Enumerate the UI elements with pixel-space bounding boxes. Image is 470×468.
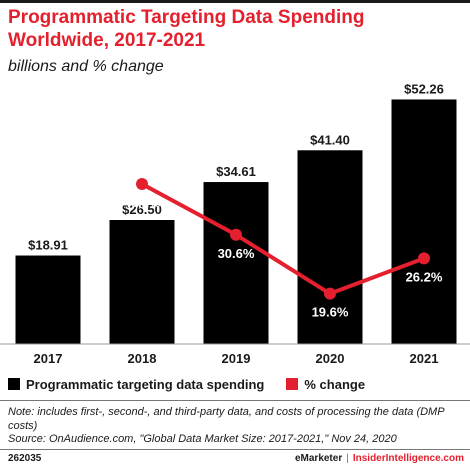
- legend-swatch-change: [286, 378, 299, 390]
- x-tick-2017: 2017: [34, 351, 63, 366]
- footer-divider: [0, 449, 470, 450]
- note-text: Note: includes first-, second-, and thir…: [8, 406, 445, 432]
- bar-value-label-2018: $26.50: [122, 202, 162, 217]
- brand-emarketer: eMarketer: [294, 453, 343, 464]
- change-point-2020: [324, 287, 336, 300]
- change-label-2018: 40.1%: [124, 195, 161, 210]
- legend: Programmatic targeting data spending % c…: [8, 375, 387, 393]
- x-tick-2018: 2018: [128, 351, 157, 366]
- bar-value-label-2017: $18.91: [28, 238, 68, 253]
- bar-2019: [203, 182, 269, 344]
- bar-2021: [391, 99, 457, 344]
- change-line: [141, 182, 425, 296]
- x-tick-2021: 2021: [410, 351, 439, 366]
- chart-title: Programmatic Targeting Data Spending Wor…: [8, 7, 365, 51]
- bar-label-group: $18.91 $26.50 $34.61 $41.40 $52.26: [28, 81, 444, 252]
- top-rule: [0, 0, 470, 3]
- change-point-2018: [136, 177, 148, 190]
- change-label-2019: 30.6%: [218, 246, 255, 261]
- change-point-2021: [418, 252, 430, 265]
- change-point-2019: [230, 228, 242, 241]
- legend-label-change: % change: [304, 376, 366, 392]
- change-label-2020: 19.6%: [312, 305, 349, 320]
- x-tick-2020: 2020: [316, 351, 345, 366]
- bar-value-label-2019: $34.61: [216, 164, 256, 179]
- source-text: Source: OnAudience.com, "Global Data Mar…: [8, 433, 397, 445]
- bar-2018: [109, 220, 175, 344]
- chart-subtitle: billions and % change: [8, 58, 164, 75]
- bar-2017: [15, 255, 81, 344]
- chart-area: $18.91$26.50$34.61$41.40$52.26 2017 2018 2…: [0, 81, 470, 366]
- brand-insider-intelligence: InsiderIntelligence.com: [352, 453, 464, 464]
- legend-swatch-spending: [8, 378, 20, 390]
- brand-separator: |: [346, 453, 349, 464]
- bar-value-label-2021: $52.26: [404, 81, 444, 96]
- bar-value-label-2020: $41.40: [310, 132, 350, 147]
- legend-item-spending: Programmatic targeting data spending: [8, 377, 264, 392]
- legend-label-spending: Programmatic targeting data spending: [26, 376, 265, 392]
- bar-2020: [297, 150, 363, 344]
- x-tick-group: 2017 2018 2019 2020 2021: [34, 351, 439, 366]
- x-tick-2019: 2019: [222, 351, 251, 366]
- note-divider: [0, 400, 470, 401]
- brand: eMarketer | InsiderIntelligence.com: [295, 453, 464, 464]
- bar-group: [15, 99, 457, 344]
- chart-id: 262035: [8, 453, 42, 464]
- change-line-group: 40.1% 30.6% 19.6% 26.2%: [124, 177, 443, 320]
- legend-item-change: % change: [286, 377, 365, 392]
- change-label-2021: 26.2%: [406, 269, 443, 284]
